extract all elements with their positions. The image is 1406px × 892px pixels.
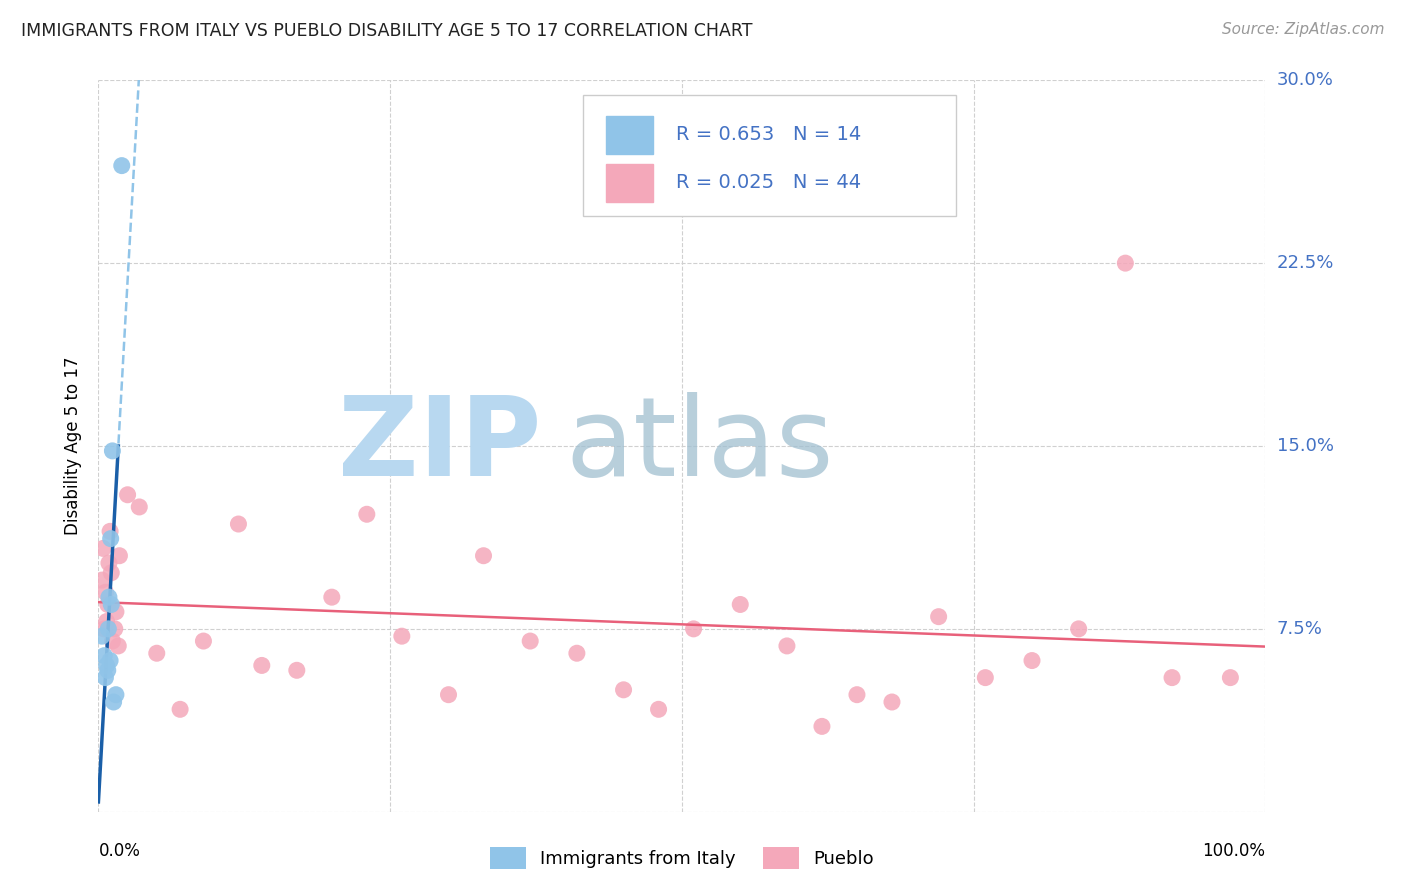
Point <box>391 629 413 643</box>
Point <box>228 516 250 531</box>
Point <box>117 488 139 502</box>
Text: 22.5%: 22.5% <box>1277 254 1334 272</box>
Point <box>93 648 115 663</box>
Point <box>880 695 903 709</box>
Point <box>356 508 378 522</box>
Text: R = 0.025   N = 44: R = 0.025 N = 44 <box>676 173 862 192</box>
Point <box>97 556 120 570</box>
Point <box>100 566 122 580</box>
Point <box>94 671 117 685</box>
Text: R = 0.653   N = 14: R = 0.653 N = 14 <box>676 126 862 145</box>
Point <box>1114 256 1136 270</box>
Point <box>100 532 122 546</box>
Point <box>98 524 121 539</box>
Point <box>974 671 997 685</box>
Point <box>647 702 669 716</box>
Bar <box>606 116 652 154</box>
Point <box>97 598 120 612</box>
Point <box>776 639 799 653</box>
Point <box>682 622 704 636</box>
Point <box>90 573 112 587</box>
Point <box>107 639 129 653</box>
Point <box>928 609 950 624</box>
Point <box>98 654 121 668</box>
Point <box>730 598 752 612</box>
Point <box>1021 654 1043 668</box>
Point <box>93 622 115 636</box>
Point <box>1067 622 1090 636</box>
Text: 100.0%: 100.0% <box>1202 842 1265 860</box>
Point <box>96 658 118 673</box>
Point <box>101 443 124 458</box>
Text: 7.5%: 7.5% <box>1277 620 1323 638</box>
Point <box>811 719 834 733</box>
Point <box>103 695 125 709</box>
Point <box>146 646 169 660</box>
Text: atlas: atlas <box>565 392 834 500</box>
Point <box>285 663 308 677</box>
Point <box>108 549 131 563</box>
Point <box>128 500 150 514</box>
Point <box>1161 671 1184 685</box>
Point <box>437 688 460 702</box>
Point <box>96 615 118 629</box>
Point <box>97 663 120 677</box>
Point <box>104 688 127 702</box>
Point <box>90 629 112 643</box>
Point <box>94 585 117 599</box>
Bar <box>606 163 652 202</box>
Point <box>101 634 124 648</box>
Point <box>519 634 541 648</box>
Y-axis label: Disability Age 5 to 17: Disability Age 5 to 17 <box>65 357 83 535</box>
Legend: Immigrants from Italy, Pueblo: Immigrants from Italy, Pueblo <box>482 839 882 876</box>
Point <box>91 541 114 556</box>
Point <box>472 549 495 563</box>
Point <box>111 159 134 173</box>
Text: 0.0%: 0.0% <box>98 842 141 860</box>
Point <box>104 622 127 636</box>
Point <box>104 605 127 619</box>
Text: IMMIGRANTS FROM ITALY VS PUEBLO DISABILITY AGE 5 TO 17 CORRELATION CHART: IMMIGRANTS FROM ITALY VS PUEBLO DISABILI… <box>21 22 752 40</box>
Point <box>97 590 120 604</box>
Point <box>193 634 215 648</box>
Point <box>565 646 588 660</box>
Point <box>169 702 191 716</box>
Point <box>97 622 120 636</box>
Text: Source: ZipAtlas.com: Source: ZipAtlas.com <box>1222 22 1385 37</box>
Point <box>321 590 343 604</box>
Point <box>250 658 273 673</box>
Text: 30.0%: 30.0% <box>1277 71 1333 89</box>
Point <box>100 598 122 612</box>
Text: ZIP: ZIP <box>339 392 541 500</box>
Point <box>846 688 869 702</box>
Point <box>612 682 634 697</box>
FancyBboxPatch shape <box>582 95 956 216</box>
Text: 15.0%: 15.0% <box>1277 437 1333 455</box>
Point <box>1219 671 1241 685</box>
